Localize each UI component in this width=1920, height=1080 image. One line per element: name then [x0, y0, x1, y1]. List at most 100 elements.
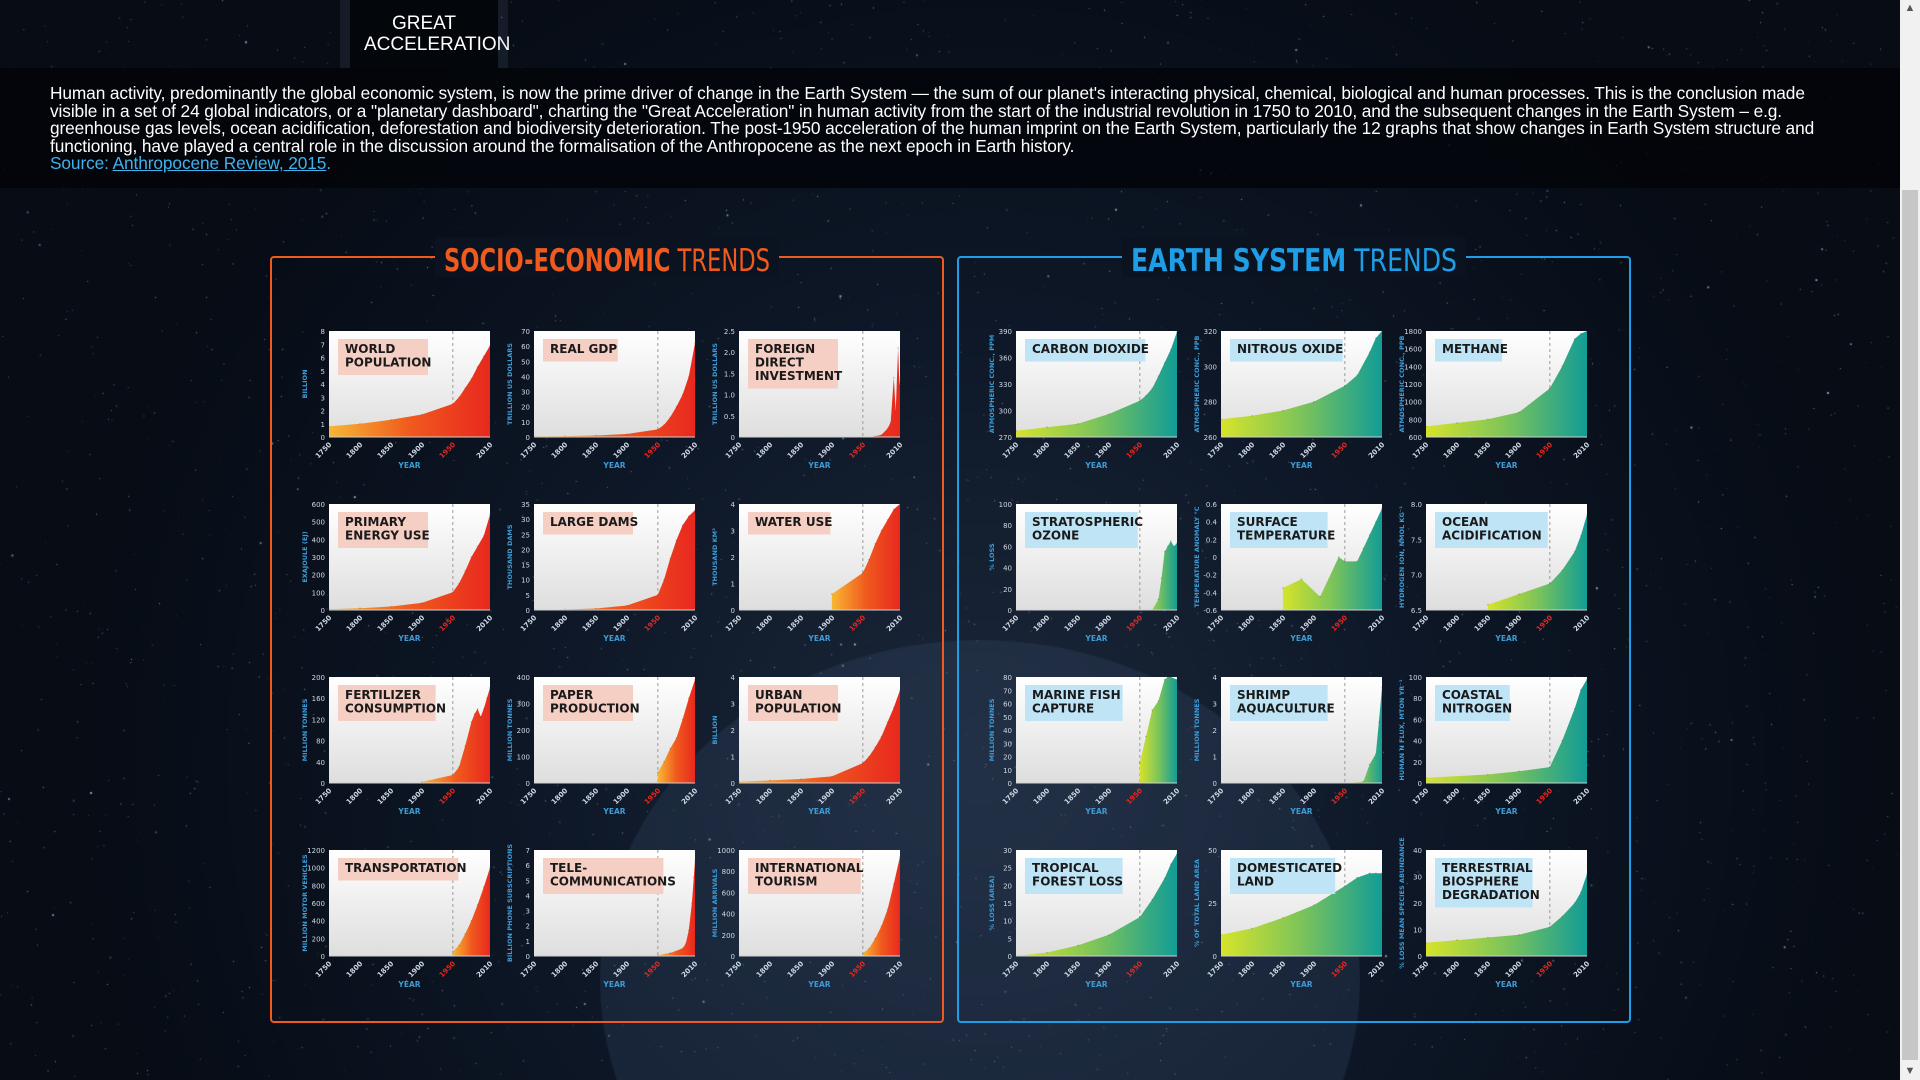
y-tick-label: 2 — [731, 727, 735, 735]
y-axis-label: % LOSS — [988, 543, 996, 571]
data-point — [1282, 587, 1284, 589]
data-point — [476, 545, 479, 548]
chart-title-line: LARGE DAMS — [550, 515, 638, 529]
y-axis-label: MILLION TONNES — [506, 698, 514, 761]
y-axis-label: TEMPERATURE ANOMALY °C — [1193, 506, 1201, 607]
chart-title-line: POPULATION — [755, 702, 841, 716]
x-axis-label: YEAR — [602, 461, 625, 470]
data-point — [1313, 400, 1315, 403]
y-tick-label: 100 — [999, 501, 1012, 509]
y-tick-label: 0 — [731, 434, 735, 442]
data-point — [476, 366, 479, 368]
data-point — [1518, 593, 1520, 595]
data-point — [874, 543, 876, 545]
y-axis-label: THOUSAND KM³ — [711, 528, 719, 586]
x-tick-label: 1950 — [643, 441, 663, 461]
scrollbar-thumb[interactable] — [1902, 190, 1918, 1060]
data-point — [489, 513, 491, 516]
data-point — [489, 344, 491, 347]
y-tick-label: 50 — [1003, 714, 1012, 722]
mini-chart: TRANSPORTATION 0 200 400 600 800 1000 1200MILLI… — [301, 847, 495, 989]
y-tick-label: 0 — [731, 953, 735, 961]
chart-title-line: PRIMARY — [345, 515, 406, 529]
x-tick-label: 1900 — [1504, 787, 1524, 807]
data-point — [421, 602, 423, 604]
data-point — [1170, 348, 1172, 351]
x-tick-label: 1900 — [1504, 441, 1524, 461]
data-point — [681, 393, 684, 396]
x-tick-label: 1750 — [1001, 441, 1021, 461]
y-tick-label: 1 — [731, 754, 735, 762]
data-point — [691, 902, 693, 904]
y-tick-label: 1400 — [1404, 363, 1422, 371]
source-suffix: . — [326, 153, 331, 173]
vertical-scrollbar[interactable]: ▲ ▼ — [1900, 0, 1920, 1080]
x-tick-label: 1800 — [1442, 441, 1462, 461]
y-tick-label: 600 — [1409, 434, 1422, 442]
mini-chart: TELE-COMMUNICATIONS 0 1 2 3 4 5 6 7 BILLION PHONE… — [506, 844, 700, 989]
data-point — [1549, 766, 1551, 768]
y-axis-label: MILLION ARRIVALS — [711, 868, 719, 937]
x-tick-label: 1750 — [314, 787, 334, 807]
source-link[interactable]: Anthropocene Review, 2015 — [112, 153, 327, 173]
scroll-up-arrow-icon[interactable]: ▲ — [1904, 2, 1916, 14]
y-tick-label: 1800 — [1404, 328, 1422, 336]
y-tick-label: 100 — [312, 589, 325, 597]
data-point — [1282, 409, 1284, 412]
chart-title-box — [748, 339, 838, 389]
data-point — [894, 410, 897, 413]
y-tick-label: 200 — [722, 932, 735, 940]
data-point — [688, 375, 690, 378]
x-tick-label: 1800 — [1237, 614, 1257, 634]
data-point — [464, 570, 467, 572]
data-point — [1176, 852, 1178, 855]
y-tick-label: 25 — [1003, 865, 1012, 873]
chart-title-line: URBAN — [755, 688, 802, 702]
y-tick-label: 600 — [722, 889, 735, 897]
data-point — [476, 904, 479, 906]
y-tick-label: 10 — [521, 577, 530, 585]
data-point — [1561, 569, 1563, 572]
y-tick-label: 7 — [321, 341, 325, 349]
y-tick-label: 270 — [999, 434, 1012, 442]
data-point — [1160, 577, 1163, 579]
data-point — [1487, 418, 1489, 421]
x-tick-label: 1900 — [1094, 960, 1114, 980]
data-area — [534, 510, 695, 610]
data-point — [681, 524, 684, 526]
data-point — [663, 761, 665, 763]
data-point — [483, 355, 485, 358]
x-tick-label: 2010 — [680, 614, 700, 634]
y-tick-label: 30 — [1413, 874, 1422, 882]
data-point — [694, 509, 696, 511]
data-point — [669, 952, 671, 954]
y-tick-label: 5 — [526, 877, 530, 885]
x-tick-label: 1950 — [1125, 787, 1145, 807]
chart-title-line: INVESTMENT — [755, 369, 843, 383]
x-axis-label: YEAR — [1289, 980, 1312, 989]
x-tick-label: 2010 — [680, 441, 700, 461]
x-tick-label: 1750 — [1411, 441, 1431, 461]
data-point — [1580, 332, 1582, 335]
y-axis-label: % OF TOTAL LAND AREA — [1193, 859, 1201, 947]
x-tick-label: 1850 — [1063, 614, 1083, 634]
data-point — [359, 607, 361, 609]
tab-great-acceleration[interactable]: GREAT ACCELERATION — [350, 0, 510, 68]
data-point — [1356, 374, 1358, 377]
x-tick-label: 1850 — [1268, 787, 1288, 807]
data-point — [862, 952, 864, 955]
x-tick-label: 1950 — [643, 787, 663, 807]
data-point — [1580, 688, 1582, 691]
scroll-down-arrow-icon[interactable]: ▼ — [1904, 1065, 1916, 1077]
x-tick-label: 1900 — [1504, 960, 1524, 980]
x-tick-label: 1950 — [1330, 614, 1350, 634]
x-tick-label: 1750 — [1206, 441, 1226, 461]
x-tick-label: 2010 — [1367, 960, 1387, 980]
chart-title-line: TOURISM — [755, 875, 817, 889]
y-tick-label: 5 — [1008, 935, 1012, 943]
